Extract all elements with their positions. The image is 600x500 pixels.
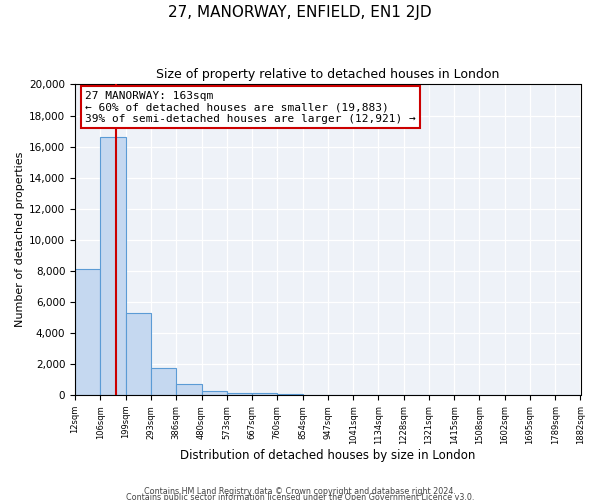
Bar <box>125 313 151 395</box>
Text: Contains HM Land Registry data © Crown copyright and database right 2024.: Contains HM Land Registry data © Crown c… <box>144 486 456 496</box>
Y-axis label: Number of detached properties: Number of detached properties <box>15 152 25 328</box>
Bar <box>277 394 302 395</box>
X-axis label: Distribution of detached houses by size in London: Distribution of detached houses by size … <box>180 450 475 462</box>
Text: 27 MANORWAY: 163sqm
← 60% of detached houses are smaller (19,883)
39% of semi-de: 27 MANORWAY: 163sqm ← 60% of detached ho… <box>85 90 416 124</box>
Bar <box>176 384 202 395</box>
Bar <box>227 393 252 395</box>
Bar <box>151 368 176 395</box>
Text: 27, MANORWAY, ENFIELD, EN1 2JD: 27, MANORWAY, ENFIELD, EN1 2JD <box>168 5 432 20</box>
Bar <box>100 138 125 395</box>
Bar <box>202 390 227 395</box>
Text: Contains public sector information licensed under the Open Government Licence v3: Contains public sector information licen… <box>126 492 474 500</box>
Title: Size of property relative to detached houses in London: Size of property relative to detached ho… <box>156 68 499 80</box>
Bar <box>75 270 100 395</box>
Bar <box>252 393 277 395</box>
